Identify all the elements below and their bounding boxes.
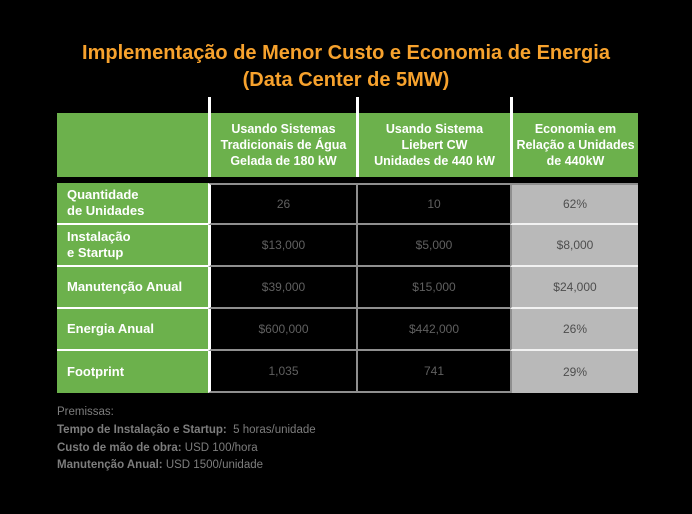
page-title-line2: (Data Center de 5MW) — [242, 69, 450, 91]
footnote-heading: Premissas: — [57, 406, 114, 418]
header-cell-liebert: Usando Sistema Liebert CW Unidades de 44… — [356, 113, 510, 177]
value-cell-traditional: $13,000 — [208, 225, 356, 267]
header-cell-empty — [57, 113, 208, 177]
value-cell-liebert: 741 — [356, 351, 510, 393]
footnotes: Premissas: Tempo de Instalação e Startup… — [57, 404, 316, 475]
header-cell-savings: Economia em Relação a Unidades de 440kW — [510, 113, 638, 177]
value-cell-traditional: $600,000 — [208, 309, 356, 351]
column-separator-tick — [208, 97, 211, 113]
value-cell-traditional: 26 — [208, 183, 356, 225]
footnote-label: Tempo de Instalação e Startup: — [57, 423, 227, 436]
footnote-value: 5 horas/unidade — [226, 423, 316, 436]
value-cell-liebert: $442,000 — [356, 309, 510, 351]
footnote-value: USD 100/hora — [181, 441, 258, 454]
footnote-line: Tempo de Instalação e Startup: 5 horas/u… — [57, 422, 316, 440]
column-separator-tick — [356, 97, 359, 113]
footnote-label: Custo de mão de obra: — [57, 441, 182, 454]
value-cell-traditional: 1,035 — [208, 351, 356, 393]
value-cell-liebert: $5,000 — [356, 225, 510, 267]
value-cell-savings: $24,000 — [510, 267, 638, 309]
comparison-table: Usando Sistemas Tradicionais de Água Gel… — [57, 97, 638, 393]
value-cell-traditional: $39,000 — [208, 267, 356, 309]
row-label-cell: Instalação e Startup — [57, 225, 208, 267]
value-cell-liebert: 10 — [356, 183, 510, 225]
header-cell-traditional: Usando Sistemas Tradicionais de Água Gel… — [208, 113, 356, 177]
table-header-row: Usando Sistemas Tradicionais de Água Gel… — [57, 113, 638, 177]
value-cell-savings: 29% — [510, 351, 638, 393]
footnote-label: Manutenção Anual: — [57, 459, 163, 472]
page-title: Implementação de Menor Custo e Economia … — [0, 40, 692, 94]
row-label-cell: Manutenção Anual — [57, 267, 208, 309]
table-body: Quantidade de Unidades 26 10 62% Instala… — [57, 183, 638, 393]
value-cell-savings: 62% — [510, 183, 638, 225]
footnote-value: USD 1500/unidade — [162, 459, 264, 472]
footnote-line: Manutenção Anual: USD 1500/unidade — [57, 457, 316, 475]
value-cell-savings: $8,000 — [510, 225, 638, 267]
value-cell-savings: 26% — [510, 309, 638, 351]
row-label-cell: Energia Anual — [57, 309, 208, 351]
value-cell-liebert: $15,000 — [356, 267, 510, 309]
row-label-cell: Footprint — [57, 351, 208, 393]
column-separator-tick — [510, 97, 513, 113]
row-label-cell: Quantidade de Unidades — [57, 183, 208, 225]
page-title-line1: Implementação de Menor Custo e Economia … — [82, 42, 610, 64]
footnote-line: Custo de mão de obra: USD 100/hora — [57, 440, 316, 458]
